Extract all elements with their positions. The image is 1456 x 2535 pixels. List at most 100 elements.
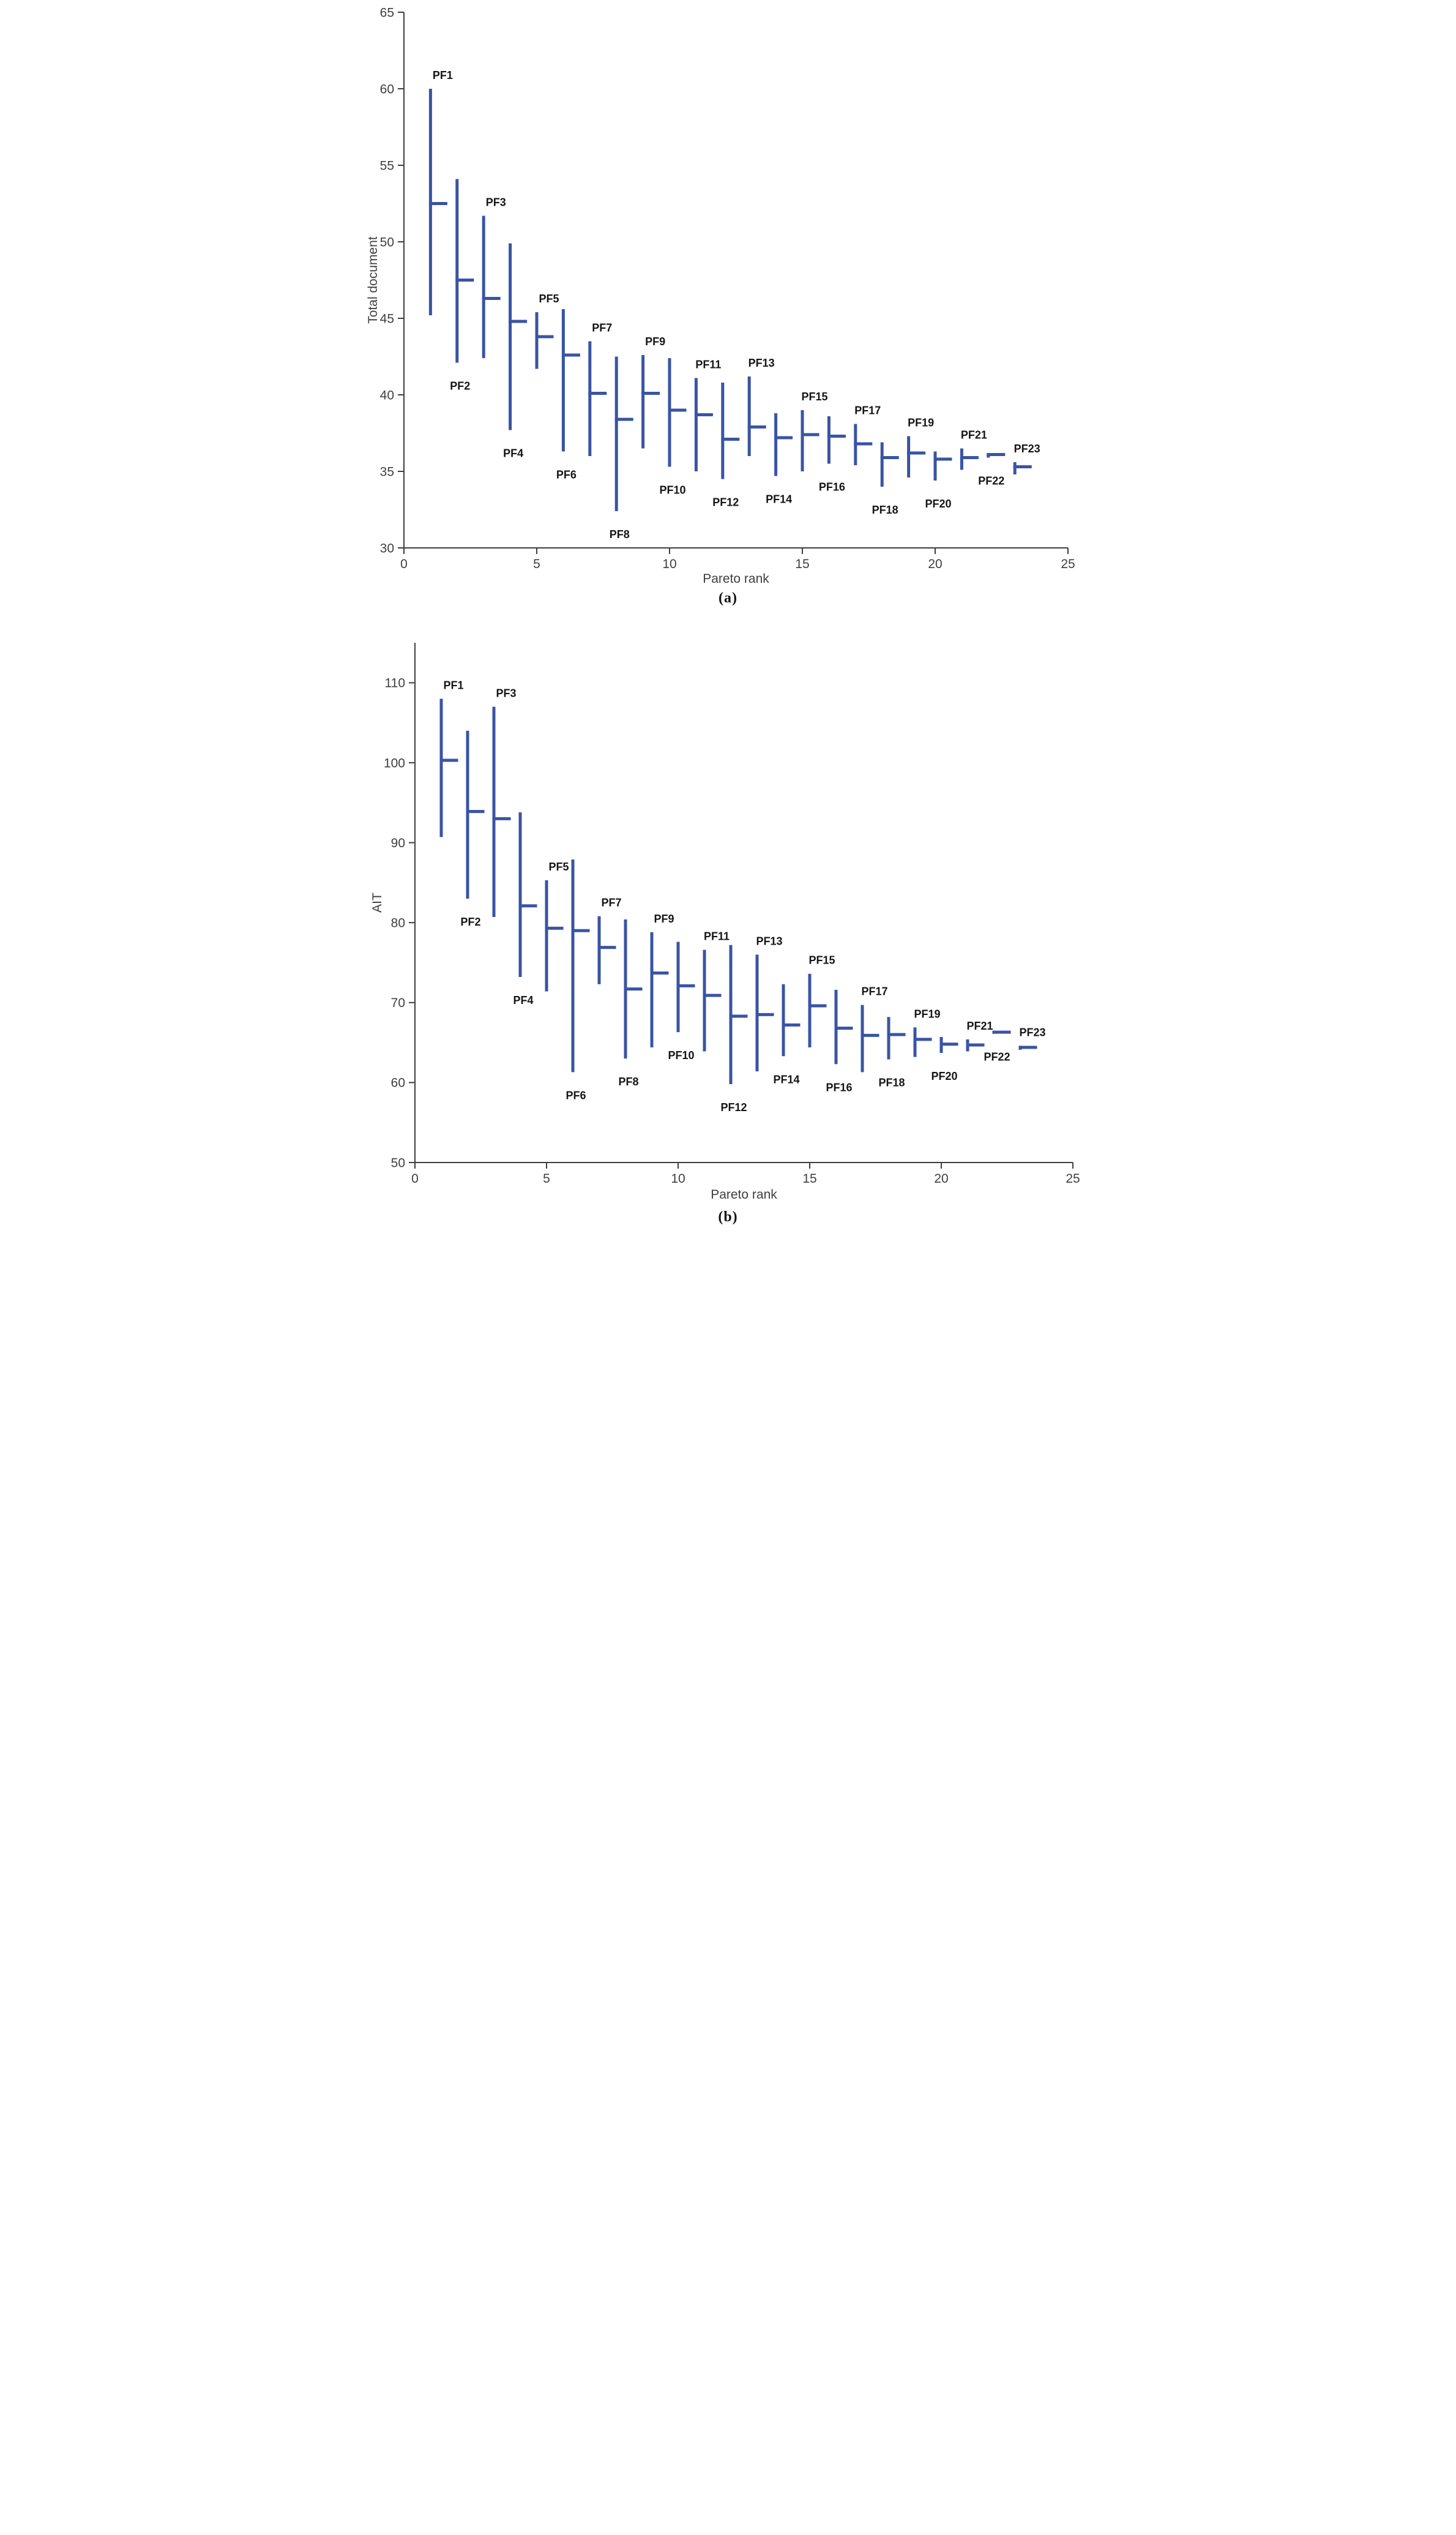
y-tick-label: 50: [379, 235, 394, 249]
y-tick-label: 35: [379, 465, 394, 479]
range-bar: [561, 309, 565, 452]
axes: 110 100 90 80 70 60 50 0 5 10 15 20 25 Pareto rank AIT: [370, 643, 1080, 1202]
mean-tick: [966, 1043, 984, 1047]
range-bar: [913, 1027, 916, 1057]
mean-tick: [624, 987, 642, 991]
pf-label: PF3: [485, 197, 506, 209]
pf-20-group: PF20: [925, 451, 952, 510]
y-tick-label: 90: [390, 836, 405, 850]
mean-tick: [986, 453, 1005, 456]
pf-label: PF5: [548, 861, 569, 873]
mean-tick: [455, 279, 474, 282]
pf-label: PF7: [601, 897, 621, 909]
chart-a-caption: (a): [364, 590, 1092, 607]
pf-21-group: PF21: [966, 1020, 993, 1052]
range-bar: [827, 416, 831, 464]
x-tick-label: 25: [1061, 557, 1075, 571]
pf-18-group: PF18: [878, 1017, 905, 1089]
chart-a-figure: 65 60 55 50 45 40 35 30 0 5 10 15 20 25 Pareto rank Tot…: [364, 0, 1092, 607]
pf-label: PF2: [450, 380, 470, 392]
range-bar: [747, 376, 751, 456]
pf-17-group: PF17: [853, 405, 881, 465]
pf-label: PF12: [712, 496, 739, 509]
pf-label: PF11: [695, 359, 721, 371]
range-bar: [774, 413, 777, 476]
pf-6-group: PF6: [556, 309, 580, 481]
mean-tick: [614, 418, 633, 421]
range-bar: [571, 859, 574, 1073]
range-bar: [861, 1005, 864, 1073]
pf-17-group: PF17: [861, 986, 887, 1073]
mean-tick: [720, 438, 739, 441]
chart-b-caption: (b): [364, 1209, 1092, 1234]
pf-label: PF8: [609, 528, 629, 541]
pf-label: PF10: [659, 484, 685, 496]
mean-tick: [597, 946, 616, 949]
pf-2-group: PF2: [450, 179, 474, 392]
chart-b-canvas: 110 100 90 80 70 60 50 0 5 10 15 20 25 Pareto rank AIT…: [364, 615, 1092, 1203]
mean-tick: [641, 392, 660, 395]
y-tick-label: 45: [379, 312, 394, 326]
pf-label: PF12: [720, 1101, 747, 1114]
range-bar: [782, 984, 785, 1057]
range-bar: [755, 954, 758, 1072]
pf-9-group: PF9: [650, 913, 674, 1047]
mean-tick: [545, 926, 563, 930]
x-tick-label: 0: [400, 557, 408, 571]
mean-tick: [492, 817, 510, 820]
range-bar: [545, 880, 548, 992]
mean-tick: [650, 971, 668, 975]
mean-tick: [755, 1013, 774, 1016]
pf-2-group: PF2: [460, 730, 484, 928]
mean-tick: [428, 202, 447, 205]
pf-label: PF1: [443, 679, 463, 691]
mean-tick: [571, 929, 589, 932]
chart-a-svg: 65 60 55 50 45 40 35 30 0 5 10 15 20 25 Pareto rank Tot…: [366, 6, 1075, 586]
pf-label: PF2: [460, 916, 480, 928]
pf-label: PF6: [556, 469, 576, 481]
pf-label: PF4: [513, 994, 533, 1006]
x-tick-label: 15: [795, 557, 809, 571]
pf-label: PF23: [1014, 443, 1040, 455]
x-axis-title: Pareto rank: [711, 1188, 777, 1202]
pf-19-group: PF19: [913, 1008, 940, 1057]
pf-21-group: PF21: [960, 429, 987, 470]
range-bars: PF1 PF2 PF3 PF4 PF5 PF6 PF7 PF8 PF9 PF10 PF11 PF12 P…: [428, 69, 1040, 541]
pf-5-group: PF5: [545, 861, 569, 992]
pf-label: PF3: [496, 687, 516, 699]
pf-label: PF14: [773, 1073, 799, 1085]
mean-tick: [933, 457, 952, 461]
pf-6-group: PF6: [566, 859, 589, 1101]
range-bar: [880, 442, 884, 487]
range-bar: [597, 916, 600, 984]
mean-tick: [834, 1027, 853, 1030]
pf-10-group: PF10: [668, 942, 695, 1062]
x-tick-label: 5: [533, 557, 540, 571]
pf-label: PF16: [826, 1081, 852, 1093]
pf-label: PF18: [878, 1077, 905, 1089]
pf-label: PF21: [966, 1020, 993, 1032]
pf-13-group: PF13: [755, 935, 782, 1072]
pf-label: PF5: [539, 293, 559, 305]
pf-label: PF20: [925, 498, 951, 510]
mean-tick: [703, 994, 721, 997]
mean-tick: [782, 1023, 800, 1027]
range-bar: [906, 436, 910, 477]
pf-12-group: PF12: [720, 945, 747, 1114]
range-bar: [668, 358, 671, 467]
range-bar: [650, 932, 653, 1047]
y-tick-label: 30: [379, 541, 394, 555]
pf-13-group: PF13: [747, 357, 774, 456]
mean-tick: [913, 1038, 931, 1041]
y-tick-label: 100: [383, 756, 405, 770]
pf-label: PF19: [914, 1008, 940, 1020]
pf-label: PF14: [766, 493, 792, 506]
mean-tick: [747, 425, 766, 429]
mean-tick: [668, 408, 686, 412]
mean-tick: [939, 1043, 958, 1046]
pf-23-group: PF23: [1013, 443, 1040, 474]
pf-label: PF1: [432, 69, 452, 81]
pf-4-group: PF4: [503, 243, 527, 460]
pf-14-group: PF14: [773, 984, 800, 1085]
chart-b-figure: 110 100 90 80 70 60 50 0 5 10 15 20 25 Pareto rank AIT…: [364, 615, 1092, 1234]
